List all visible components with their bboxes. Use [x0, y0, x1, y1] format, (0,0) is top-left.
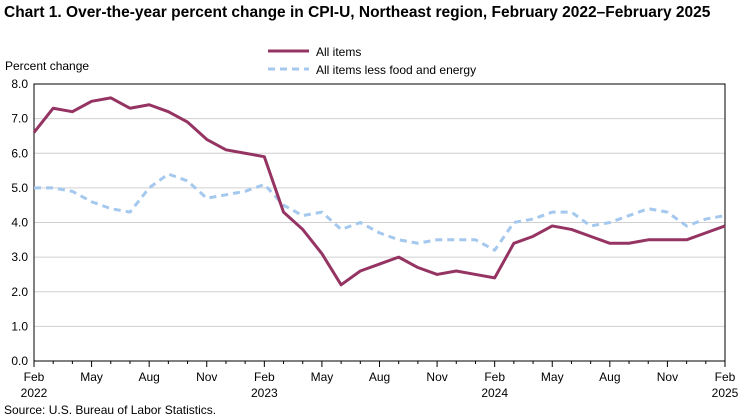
x-tick-label: Nov: [657, 370, 678, 384]
x-tick-label: Feb: [484, 370, 505, 384]
x-tick-label: May: [541, 370, 564, 384]
x-tick-label: Nov: [426, 370, 447, 384]
axis-ticks: 0.0 1.0 2.0 3.0 4.0 5.0 6.0 7.0 8.0 Feb 2022 May Aug…: [11, 77, 738, 400]
y-tick-label: 6.0: [11, 146, 28, 160]
y-tick-label: 4.0: [11, 216, 28, 230]
y-tick-label: 0.0: [11, 354, 28, 368]
x-tick-year: 2024: [481, 386, 508, 400]
series-line-core: [34, 172, 726, 252]
y-tick-label: 2.0: [11, 285, 28, 299]
legend-label-all-items: All items: [316, 45, 361, 59]
y-tick-label: 5.0: [11, 181, 28, 195]
x-tick-label: Feb: [24, 370, 45, 384]
x-tick-label: Feb: [715, 370, 736, 384]
x-tick-year: 2022: [21, 386, 48, 400]
legend: All items All items less food and energy: [268, 45, 476, 77]
x-tick-label: May: [80, 370, 103, 384]
x-tick-label: Nov: [196, 370, 217, 384]
x-tick-label: Feb: [254, 370, 275, 384]
x-tick-year: 2023: [251, 386, 278, 400]
legend-label-core: All items less food and energy: [316, 63, 476, 77]
x-tick-label: Aug: [369, 370, 390, 384]
series-lines: [32, 96, 726, 287]
x-tick-label: May: [311, 370, 334, 384]
series-line-all-items: [32, 96, 726, 287]
y-tick-label: 1.0: [11, 319, 28, 333]
y-tick-label: 8.0: [11, 77, 28, 91]
y-axis-label: Percent change: [5, 59, 89, 73]
grid-lines: [34, 118, 725, 327]
chart-title: Chart 1. Over-the-year percent change in…: [4, 4, 711, 21]
source-note: Source: U.S. Bureau of Labor Statistics.: [4, 403, 217, 417]
x-tick-label: Aug: [599, 370, 620, 384]
x-tick-year: 2025: [712, 386, 739, 400]
x-tick-label: Aug: [138, 370, 159, 384]
y-tick-label: 3.0: [11, 250, 28, 264]
y-tick-label: 7.0: [11, 112, 28, 126]
